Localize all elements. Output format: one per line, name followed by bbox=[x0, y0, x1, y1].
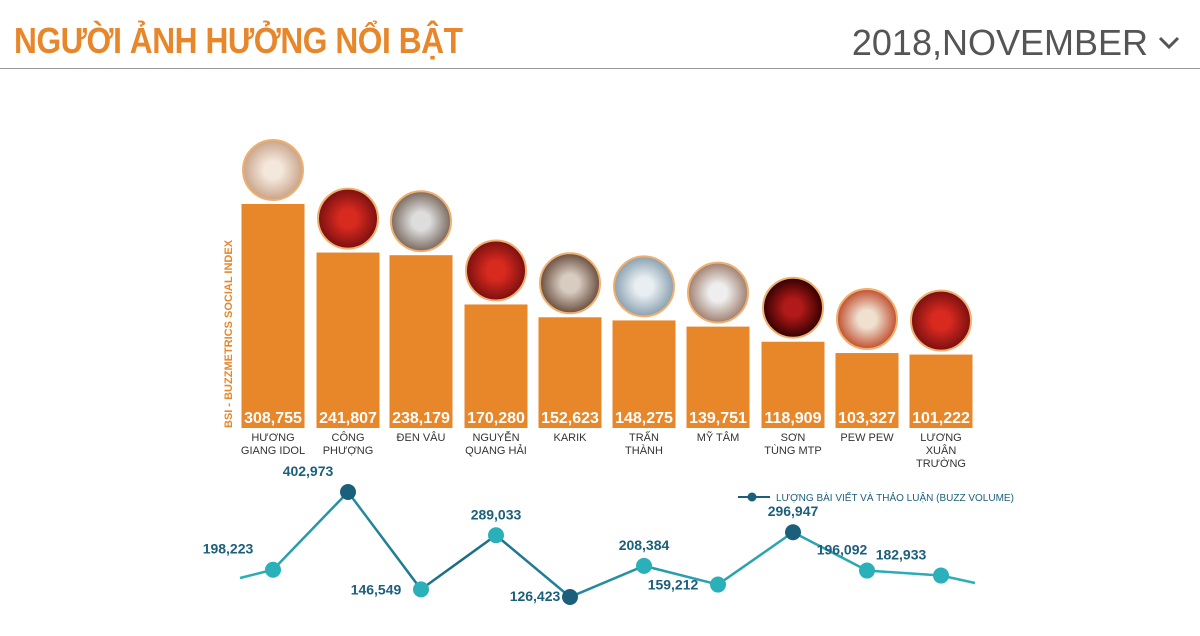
line-point bbox=[636, 557, 652, 574]
line-point bbox=[710, 576, 726, 593]
avatar-image bbox=[317, 187, 379, 250]
line-value-label: 402,973 bbox=[283, 463, 334, 479]
category-label: HƯƠNG bbox=[251, 432, 294, 444]
legend-label: LƯỢNG BÀI VIẾT VÀ THẢO LUẬN (BUZZ VOLUME… bbox=[776, 491, 1014, 504]
line-point bbox=[562, 588, 578, 605]
category-label: GIANG IDOL bbox=[241, 445, 305, 457]
category-label: MỸ TÂM bbox=[697, 431, 740, 444]
category-label: PEW PEW bbox=[840, 432, 894, 444]
header: NGƯỜI ẢNH HƯỞNG NỔI BẬT 2018,NOVEMBER bbox=[0, 0, 1200, 69]
bar-value-label: 241,807 bbox=[319, 410, 377, 427]
bar bbox=[686, 326, 750, 428]
category-label: LƯƠNG bbox=[920, 432, 961, 444]
category-label: SƠN bbox=[781, 432, 806, 444]
line-point bbox=[488, 527, 504, 544]
bar bbox=[389, 255, 453, 428]
bar-value-label: 170,280 bbox=[467, 410, 525, 427]
line-point bbox=[933, 567, 949, 584]
avatar-image bbox=[613, 255, 675, 318]
bar bbox=[316, 252, 380, 428]
category-label: PHƯỢNG bbox=[323, 445, 374, 457]
bar-value-label: 118,909 bbox=[765, 410, 822, 427]
line-value-label: 146,549 bbox=[351, 581, 402, 597]
category-label: KARIK bbox=[553, 432, 587, 444]
bar bbox=[612, 320, 676, 428]
avatar-image bbox=[910, 289, 972, 352]
category-label: XUÂN bbox=[926, 444, 957, 457]
line-point bbox=[785, 524, 801, 541]
line-point bbox=[413, 581, 429, 598]
avatar-image bbox=[390, 190, 452, 253]
line-value-label: 208,384 bbox=[619, 537, 670, 553]
line-value-label: 182,933 bbox=[876, 547, 927, 563]
period-dropdown[interactable]: 2018,NOVEMBER bbox=[852, 22, 1180, 64]
buzz-volume-line bbox=[239, 490, 976, 599]
bar-value-label: 308,755 bbox=[244, 410, 302, 427]
legend-marker-icon bbox=[747, 492, 757, 502]
line-value-label: 198,223 bbox=[203, 541, 254, 557]
category-label: TÙNG MTP bbox=[764, 444, 821, 457]
bar bbox=[241, 204, 305, 428]
y-axis-label: BSI - BUZZMETRICS SOCIAL INDEX bbox=[223, 239, 235, 428]
bar-value-label: 103,327 bbox=[838, 410, 896, 427]
avatar-image bbox=[836, 288, 898, 351]
avatar-image bbox=[762, 276, 824, 339]
bar-value-label: 139,751 bbox=[689, 410, 747, 427]
bar bbox=[538, 317, 602, 428]
category-label: NGUYỄN bbox=[472, 431, 519, 444]
bar bbox=[761, 341, 825, 428]
avatar-image bbox=[539, 252, 601, 315]
line-value-label: 289,033 bbox=[471, 506, 522, 522]
bar-value-label: 152,623 bbox=[541, 410, 599, 427]
avatar-image bbox=[465, 239, 527, 302]
category-label: ĐEN VÂU bbox=[397, 431, 446, 444]
category-label: TRẤN bbox=[629, 431, 659, 444]
category-label: TRƯỜNG bbox=[916, 457, 966, 470]
bar bbox=[464, 304, 528, 428]
line-value-label: 159,212 bbox=[648, 577, 699, 593]
line-value-label: 296,947 bbox=[768, 503, 819, 519]
bar bbox=[909, 354, 973, 428]
avatar-image bbox=[687, 261, 749, 324]
line-point bbox=[265, 561, 281, 578]
chevron-down-icon bbox=[1158, 36, 1180, 50]
line-value-label: 196,092 bbox=[817, 542, 868, 558]
bar-value-label: 238,179 bbox=[392, 410, 450, 427]
line-point bbox=[340, 483, 356, 500]
category-label: CÔNG bbox=[332, 431, 365, 444]
bar bbox=[835, 353, 899, 428]
line-value-label: 126,423 bbox=[510, 588, 561, 604]
bar-value-label: 148,275 bbox=[615, 410, 673, 427]
page-title: NGƯỜI ẢNH HƯỞNG NỔI BẬT bbox=[14, 20, 463, 61]
avatar-image bbox=[242, 139, 304, 201]
line-point bbox=[859, 562, 875, 579]
period-value: 2018,NOVEMBER bbox=[851, 22, 1148, 63]
category-label: THÀNH bbox=[625, 444, 663, 457]
bar-value-label: 101,222 bbox=[912, 410, 970, 427]
category-label: QUANG HẢI bbox=[465, 444, 527, 457]
